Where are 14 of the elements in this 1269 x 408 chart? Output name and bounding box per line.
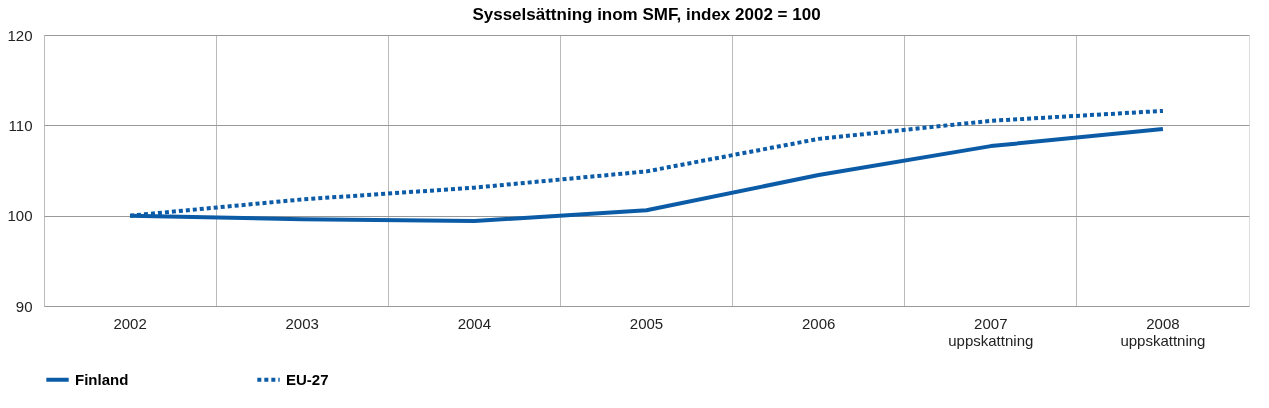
y-tick-label: 120 — [7, 26, 33, 44]
x-tick-label: 2005 — [629, 314, 664, 332]
x-tick-label: 2008 uppskattning — [1120, 314, 1206, 349]
chart-title: Sysselsättning inom SMF, index 2002 = 100 — [472, 5, 821, 24]
x-tick-label: 2003 — [285, 314, 319, 332]
legend-label: EU-27 — [286, 370, 329, 388]
y-tick-label: 100 — [7, 207, 33, 225]
x-tick-label: 2004 — [457, 314, 492, 332]
x-tick-label: 2007 uppskattning — [948, 314, 1034, 349]
y-tick-label: 110 — [8, 116, 33, 134]
x-tick-label: 2002 — [113, 314, 147, 332]
x-tick-label: 2006 — [801, 314, 836, 332]
legend-label: Finland — [75, 370, 129, 388]
y-tick-label: 90 — [15, 297, 33, 315]
